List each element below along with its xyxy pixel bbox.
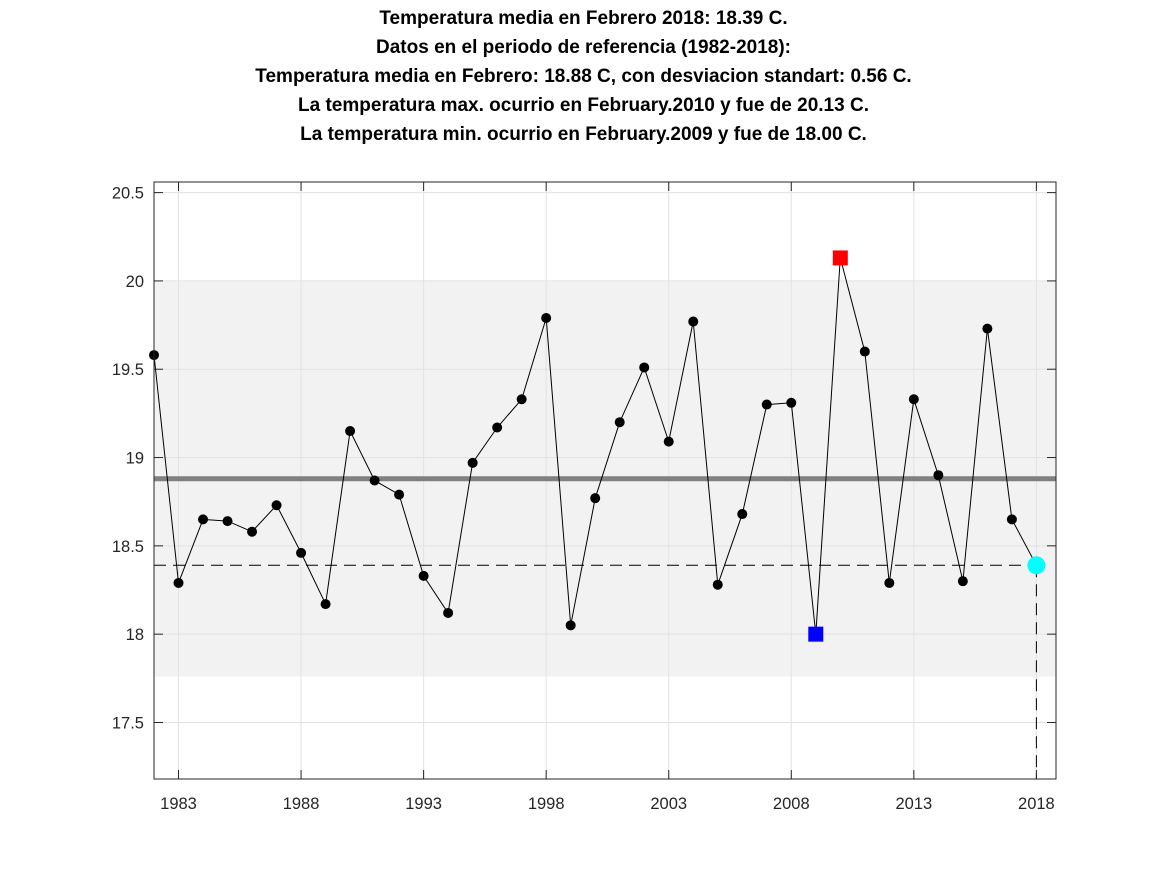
data-point — [541, 313, 552, 324]
title-line-3: Temperatura media en Febrero: 18.88 C, c… — [255, 66, 912, 87]
data-point — [663, 436, 674, 447]
max-value-marker — [832, 250, 848, 266]
plot-frame — [153, 181, 1057, 780]
data-point — [369, 475, 380, 486]
data-point — [590, 493, 601, 504]
current-reference-layer — [154, 564, 1037, 779]
data-point — [908, 394, 919, 405]
data-point — [345, 426, 356, 437]
data-point — [982, 323, 993, 334]
x-tick-label: 1993 — [405, 795, 442, 813]
x-tick-label: 1988 — [283, 795, 320, 813]
chart-title-block: Temperatura media en Febrero 2018: 18.39… — [0, 4, 1167, 149]
y-tick-label: 19 — [126, 450, 144, 468]
x-tick-label: 2013 — [895, 795, 932, 813]
data-point — [761, 399, 772, 410]
x-tick-label: 2018 — [1018, 795, 1055, 813]
title-line-1: Temperatura media en Febrero 2018: 18.39… — [379, 8, 788, 29]
y-tick-label: 19.5 — [112, 361, 144, 379]
title-line-4: La temperatura max. ocurrio en February.… — [298, 95, 869, 116]
axis-layer: 1983 1988 1993 1998 2003 2008 2013 2018 17.5 18 18… — [112, 182, 1056, 813]
data-point — [418, 570, 429, 581]
data-point — [222, 516, 233, 527]
data-point — [565, 620, 576, 631]
data-point — [957, 576, 968, 587]
data-point — [394, 489, 405, 500]
data-point — [688, 316, 699, 327]
data-point — [1006, 514, 1017, 525]
data-point — [247, 526, 258, 537]
highlight-marker-layer — [808, 250, 1046, 642]
y-tick-label: 17.5 — [112, 714, 144, 732]
current-value-marker — [1027, 556, 1046, 575]
data-point — [786, 397, 797, 408]
data-point — [712, 579, 723, 590]
data-point — [443, 607, 454, 618]
data-point — [173, 577, 184, 588]
y-tick-label: 18 — [126, 626, 144, 644]
data-point — [639, 362, 650, 373]
data-point — [614, 417, 625, 428]
data-point — [296, 547, 307, 558]
x-tick-label: 2008 — [773, 795, 810, 813]
data-point — [271, 500, 282, 511]
data-point — [516, 394, 527, 405]
data-point — [884, 577, 895, 588]
data-point — [320, 599, 331, 610]
x-tick-label: 1998 — [528, 795, 565, 813]
y-tick-label: 20.5 — [112, 185, 144, 203]
data-point — [859, 346, 870, 357]
y-tick-label: 20 — [126, 273, 144, 291]
y-tick-label: 18.5 — [112, 538, 144, 556]
x-tick-label: 2003 — [650, 795, 687, 813]
title-line-5: La temperatura min. ocurrio en February.… — [300, 124, 867, 145]
min-value-marker — [808, 626, 824, 642]
data-point — [467, 457, 478, 468]
data-point — [933, 470, 944, 481]
title-line-2: Datos en el periodo de referencia (1982-… — [376, 37, 791, 58]
data-point — [492, 422, 503, 433]
data-point — [737, 509, 748, 520]
x-tick-label: 1983 — [160, 795, 197, 813]
data-point — [198, 514, 209, 525]
